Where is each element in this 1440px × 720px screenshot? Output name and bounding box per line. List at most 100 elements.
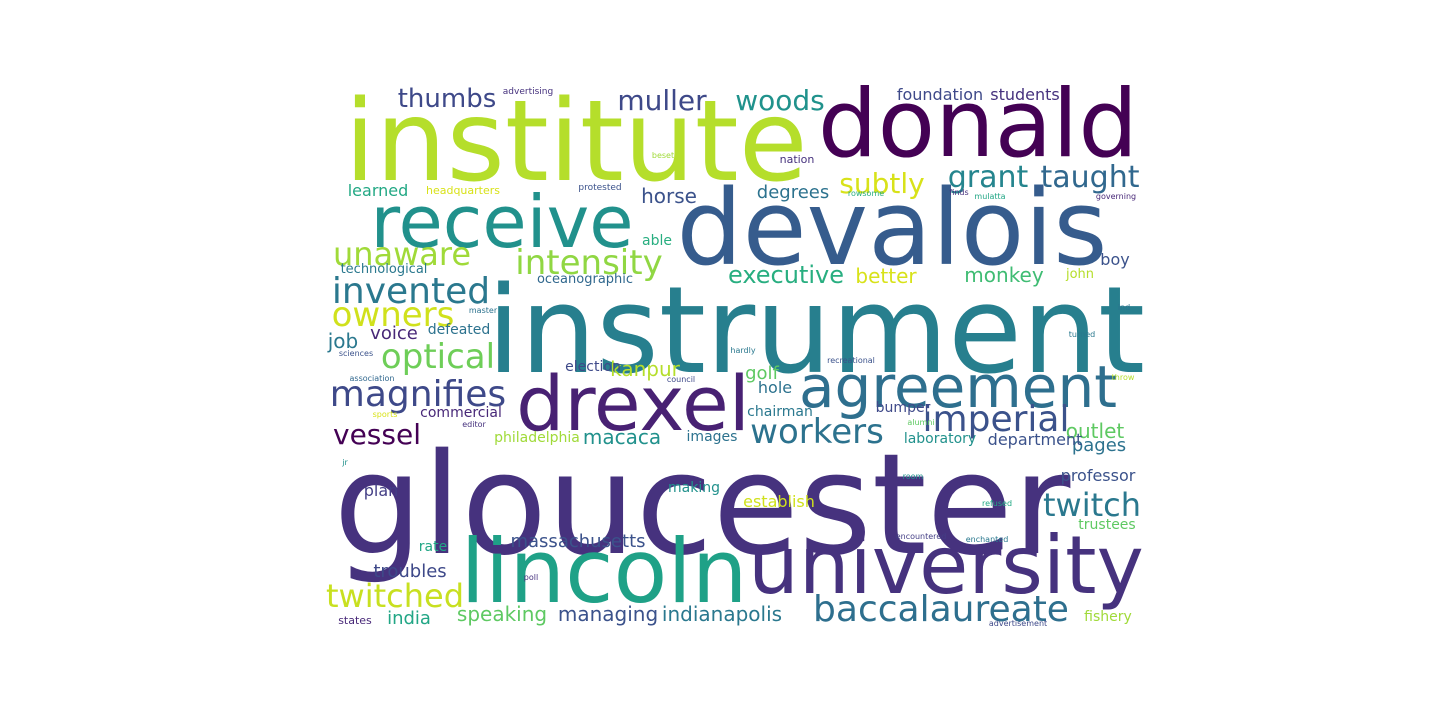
word-election: election — [565, 359, 621, 375]
word-finds: finds — [949, 188, 969, 197]
word-states: states — [338, 614, 372, 627]
word-owners: owners — [331, 295, 455, 335]
word-editor: editor — [462, 420, 486, 429]
word-troubles: troubles — [373, 561, 447, 582]
word-oceanographic: oceanographic — [536, 272, 634, 287]
word-workers: workers — [750, 412, 884, 452]
word-managing: managing — [557, 602, 659, 626]
word-boy: boy — [1100, 250, 1130, 269]
word-professor: professor — [1060, 466, 1136, 485]
word-throw: throw — [1111, 373, 1135, 382]
word-beset: beset — [651, 151, 675, 160]
word-governing: governing — [1095, 192, 1137, 201]
word-fishery: fishery — [1084, 609, 1132, 625]
word-bumper: bumper — [875, 400, 931, 416]
word-golf: golf — [745, 363, 779, 384]
word-sports: sports — [372, 410, 398, 419]
word-nation: nation — [779, 153, 815, 166]
word-sciences: sciences — [338, 349, 374, 358]
word-advertisement: advertisement — [988, 619, 1048, 628]
word-india: india — [387, 608, 431, 629]
word-vessel: vessel — [333, 418, 421, 451]
word-horse: horse — [641, 184, 697, 208]
word-massachusetts: massachusetts — [510, 531, 646, 552]
word-plan: plan — [363, 481, 399, 500]
word-outlet: outlet — [1065, 419, 1125, 443]
word-philadelphia: philadelphia — [494, 430, 580, 446]
word-invented: invented — [331, 271, 491, 312]
word-unaware: unaware — [332, 235, 472, 273]
word-headquarters: headquarters — [425, 184, 501, 197]
word-mulatta: mulatta — [974, 192, 1006, 201]
word-institute: institute — [344, 77, 808, 207]
word-master: master — [468, 306, 498, 315]
word-degrees: degrees — [756, 182, 830, 203]
word-rate: rate — [418, 539, 448, 555]
word-jr: jr — [342, 458, 348, 467]
word-refused: refused — [981, 499, 1013, 508]
word-room: room — [902, 472, 924, 481]
word-optical: optical — [380, 337, 496, 377]
word-john: john — [1065, 267, 1095, 282]
word-grant: grant — [947, 160, 1029, 195]
word-executive: executive — [727, 261, 845, 289]
word-chairman: chairman — [747, 404, 813, 420]
word-taught: taught — [1040, 160, 1140, 195]
word-pages: pages — [1071, 435, 1127, 456]
word-advertising: advertising — [502, 87, 554, 97]
word-voice: voice — [370, 323, 418, 344]
word-images: images — [686, 429, 738, 445]
word-recreational: recreational — [827, 356, 875, 365]
word-speaking: speaking — [456, 602, 548, 626]
word-making: making — [668, 480, 720, 496]
word-commercial: commercial — [420, 405, 502, 421]
word-hole: hole — [757, 378, 793, 397]
word-thumbs: thumbs — [397, 84, 497, 114]
word-establish: establish — [743, 492, 815, 511]
word-indianapolis: indianapolis — [661, 602, 783, 626]
word-poll: poll — [523, 573, 539, 582]
word-muller: muller — [617, 84, 707, 117]
word-kanpur: kanpur — [610, 357, 680, 381]
word-monkey: monkey — [964, 263, 1044, 287]
word-association: association — [349, 374, 395, 383]
word-job: job — [327, 329, 359, 353]
word-devalois: devalois — [676, 167, 1108, 289]
word-foundation: foundation — [896, 85, 984, 104]
word-council: council — [666, 375, 696, 384]
word-receive: receive — [370, 180, 634, 264]
word-gloucester: gloucester — [333, 424, 1071, 587]
word-learned: learned — [347, 181, 409, 200]
word-alumni: alumni — [907, 418, 935, 427]
word-rowsome: rowsome — [847, 189, 885, 198]
word-twitched: twitched — [325, 577, 465, 615]
word-laboratory: laboratory — [903, 431, 977, 447]
word-magnifies: magnifies — [329, 374, 507, 415]
word-turned: turned — [1068, 330, 1096, 339]
word-agreement: agreement — [799, 353, 1117, 421]
word-protested: protested — [578, 183, 622, 193]
word-subtly: subtly — [839, 167, 925, 200]
word-technological: technological — [340, 262, 428, 277]
word-twitch: twitch — [1042, 486, 1142, 524]
word-donald: donald — [817, 70, 1139, 179]
word-hardly: hardly — [730, 346, 756, 355]
word-ind: ind — [1117, 303, 1131, 312]
word-lincoln: lincoln — [460, 520, 748, 623]
word-defeated: defeated — [427, 322, 491, 338]
word-encountered: encountered — [895, 532, 947, 541]
word-imperial: imperial — [922, 399, 1070, 440]
word-department: department — [987, 430, 1083, 449]
word-able: able — [642, 233, 672, 249]
word-better: better — [855, 264, 917, 288]
word-intensity: intensity — [515, 243, 663, 283]
word-trustees: trustees — [1078, 517, 1136, 533]
word-drexel: drexel — [516, 359, 750, 448]
word-baccalaureate: baccalaureate — [813, 589, 1069, 630]
word-students: students — [990, 85, 1060, 104]
word-instrument: instrument — [486, 262, 1146, 401]
word-macaca: macaca — [582, 425, 662, 449]
word-woods: woods — [735, 84, 825, 117]
word-enchanted: enchanted — [965, 535, 1009, 544]
